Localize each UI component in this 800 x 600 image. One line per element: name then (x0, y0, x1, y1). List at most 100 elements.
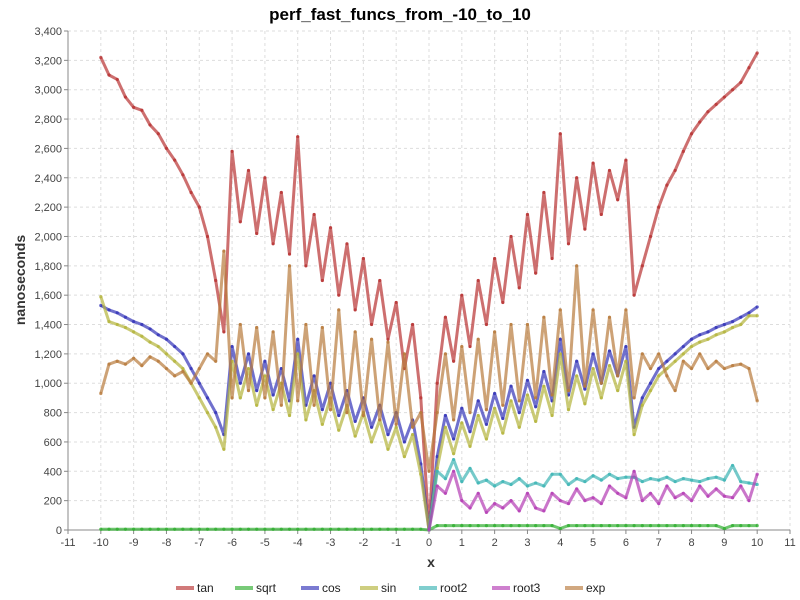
data-point-root3 (591, 496, 595, 500)
data-point-exp (493, 330, 497, 334)
data-point-sin (353, 434, 357, 438)
data-point-sin (673, 359, 677, 363)
data-point-root2 (689, 478, 694, 482)
data-point-sqrt (271, 527, 275, 531)
data-point-tan (722, 95, 726, 99)
data-point-sqrt (115, 527, 119, 531)
data-point-sin (714, 333, 718, 337)
y-tick-label: 600 (44, 437, 62, 449)
data-point-tan (328, 226, 333, 230)
data-point-cos (197, 381, 201, 385)
data-point-tan (739, 80, 743, 84)
data-point-cos (607, 349, 612, 353)
data-point-exp (246, 388, 251, 393)
data-point-sin (246, 366, 251, 371)
data-point-root3 (443, 491, 448, 495)
data-point-cos (706, 330, 710, 334)
data-point-cos (698, 333, 702, 337)
data-point-exp (509, 322, 513, 327)
data-point-exp (312, 403, 316, 407)
data-point-sin (369, 440, 374, 444)
data-point-sqrt (681, 523, 685, 528)
data-point-tan (132, 105, 136, 109)
data-point-exp (673, 388, 677, 393)
data-point-cos (132, 319, 136, 324)
data-point-root2 (558, 472, 562, 476)
data-point-sin (255, 403, 259, 407)
data-point-root2 (673, 479, 677, 484)
data-point-root2 (501, 479, 505, 484)
data-point-tan (246, 168, 251, 173)
data-point-root3 (534, 506, 538, 510)
data-point-cos (542, 369, 546, 374)
data-point-root3 (575, 487, 579, 491)
x-tick-label: -3 (326, 537, 336, 549)
data-point-root3 (681, 491, 685, 495)
data-point-root2 (583, 479, 587, 484)
data-point-sin (517, 425, 521, 429)
legend-item-root2: root2 (419, 581, 468, 595)
data-point-sin (698, 340, 702, 344)
data-point-sqrt (402, 527, 406, 531)
data-point-root3 (493, 501, 497, 506)
data-point-exp (616, 374, 620, 378)
data-point-tan (575, 176, 579, 180)
data-point-tan (287, 252, 292, 256)
data-point-exp (755, 399, 759, 403)
data-point-exp (115, 359, 119, 363)
data-point-sqrt (534, 523, 538, 528)
data-point-sqrt (739, 523, 743, 528)
data-point-tan (304, 264, 308, 268)
data-point-sqrt (238, 527, 242, 531)
data-point-tan (673, 168, 677, 173)
data-point-sin (665, 366, 669, 371)
data-point-exp (665, 374, 669, 378)
data-point-root2 (575, 477, 579, 481)
data-point-cos (665, 359, 669, 363)
data-point-cos (115, 311, 119, 315)
data-point-exp (148, 355, 152, 359)
data-point-sqrt (657, 523, 661, 528)
data-point-tan (156, 132, 160, 136)
data-point-sqrt (369, 527, 374, 531)
data-point-sin (624, 359, 628, 363)
data-point-exp (419, 410, 423, 415)
data-point-sqrt (173, 527, 177, 531)
y-tick-label: 2,400 (34, 173, 62, 185)
data-point-exp (140, 364, 144, 368)
data-point-sqrt (665, 523, 669, 528)
data-point-sqrt (591, 523, 595, 528)
data-point-sin (123, 325, 128, 330)
data-point-sqrt (550, 523, 554, 528)
data-point-cos (337, 413, 341, 418)
data-point-sqrt (419, 527, 423, 531)
data-point-root2 (591, 474, 595, 478)
data-point-cos (730, 319, 735, 324)
data-point-sqrt (197, 527, 201, 531)
data-point-sin (386, 447, 390, 451)
data-point-sin (525, 393, 530, 397)
data-point-cos (246, 352, 251, 356)
data-point-root2 (648, 477, 653, 481)
data-point-root3 (501, 506, 505, 510)
data-point-cos (624, 344, 628, 349)
data-point-exp (345, 410, 349, 415)
data-point-cos (173, 344, 177, 349)
data-point-exp (328, 408, 333, 412)
data-point-tan (460, 293, 464, 297)
data-point-cos (468, 430, 472, 434)
data-point-exp (99, 391, 103, 396)
data-point-exp (320, 325, 324, 330)
data-point-cos (189, 366, 193, 371)
data-point-exp (173, 374, 177, 378)
data-point-root3 (698, 484, 702, 488)
data-point-sqrt (337, 527, 341, 531)
data-point-tan (123, 95, 128, 99)
data-point-root2 (747, 481, 751, 485)
data-point-tan (378, 278, 382, 283)
data-point-tan (689, 132, 694, 136)
data-point-sqrt (624, 523, 628, 528)
data-point-sqrt (181, 527, 185, 531)
data-point-tan (107, 73, 111, 77)
data-point-sqrt (353, 527, 357, 531)
